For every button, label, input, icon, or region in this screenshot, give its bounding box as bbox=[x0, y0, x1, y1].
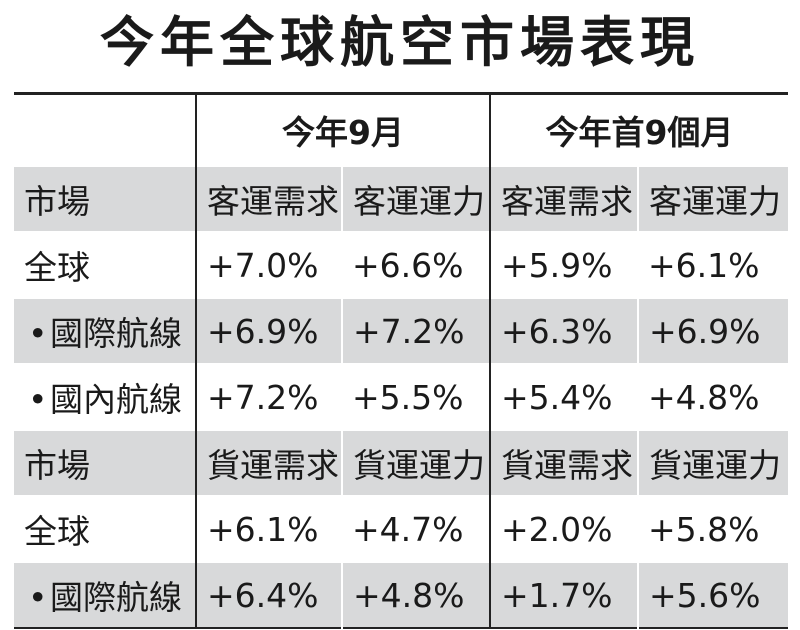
bullet-icon: • bbox=[28, 314, 48, 353]
table-cell: +1.7% bbox=[489, 562, 638, 628]
column-header: 客運運力 bbox=[637, 166, 788, 232]
table-row: 全球 +7.0% +6.6% +5.9% +6.1% bbox=[14, 232, 788, 298]
table-row: •國際航線 +6.9% +7.2% +6.3% +6.9% bbox=[14, 298, 788, 364]
table-cell: +5.6% bbox=[637, 562, 788, 628]
table-cell: +6.4% bbox=[195, 562, 342, 628]
column-header: 客運運力 bbox=[341, 166, 490, 232]
row-label: 國內航線 bbox=[50, 380, 182, 419]
column-header: 客運需求 bbox=[489, 166, 638, 232]
table-cell: +4.8% bbox=[648, 377, 760, 417]
row-label: 國際航線 bbox=[50, 578, 182, 617]
column-header: 客運需求 bbox=[195, 166, 342, 232]
column-header: 貨運運力 bbox=[637, 430, 788, 496]
table-cell: +6.6% bbox=[352, 245, 464, 285]
table-cell: +5.5% bbox=[352, 377, 464, 417]
cargo-header-row: 市場 貨運需求 貨運運力 貨運需求 貨運運力 bbox=[14, 430, 788, 496]
table-row: 全球 +6.1% +4.7% +2.0% +5.8% bbox=[14, 496, 788, 562]
table-cell: +6.1% bbox=[648, 245, 760, 285]
column-header: 貨運運力 bbox=[341, 430, 490, 496]
table-cell: +7.2% bbox=[341, 298, 490, 364]
bullet-icon: • bbox=[28, 578, 48, 617]
market-label: 全球 bbox=[14, 496, 196, 562]
market-label: •國際航線 bbox=[14, 298, 196, 364]
table-cell: +4.8% bbox=[341, 562, 490, 628]
market-header: 市場 bbox=[14, 166, 196, 232]
row-label: 全球 bbox=[24, 512, 90, 551]
market-header: 市場 bbox=[14, 430, 196, 496]
market-label: •國際航線 bbox=[14, 562, 196, 628]
market-performance-table: 今年9月 今年首9個月 市場 客運需求 客運運力 客運需求 客運運力 全球 +7… bbox=[14, 92, 788, 629]
table-cell: +6.9% bbox=[637, 298, 788, 364]
column-header: 貨運需求 bbox=[489, 430, 638, 496]
page-title: 今年全球航空市場表現 bbox=[100, 11, 700, 74]
market-label: •國內航線 bbox=[14, 364, 196, 430]
table-cell: +2.0% bbox=[489, 496, 638, 562]
passenger-header-row: 市場 客運需求 客運運力 客運需求 客運運力 bbox=[14, 166, 788, 232]
table-cell: +7.0% bbox=[195, 232, 342, 298]
column-header: 貨運需求 bbox=[195, 430, 342, 496]
row-label: 國際航線 bbox=[50, 314, 182, 353]
table-cell: +6.3% bbox=[489, 298, 638, 364]
table-cell: +6.9% bbox=[195, 298, 342, 364]
table-cell: +5.8% bbox=[648, 509, 760, 549]
period-september: 今年9月 bbox=[195, 93, 490, 166]
table-cell: +5.4% bbox=[489, 364, 638, 430]
table-row: •國際航線 +6.4% +4.8% +1.7% +5.6% bbox=[14, 562, 788, 628]
table-row: •國內航線 +7.2% +5.5% +5.4% +4.8% bbox=[14, 364, 788, 430]
table-cell: +5.9% bbox=[489, 232, 638, 298]
row-label: 全球 bbox=[24, 248, 90, 287]
table-cell: +4.7% bbox=[352, 509, 464, 549]
period-first-nine-months: 今年首9個月 bbox=[489, 93, 788, 166]
period-header-row: 今年9月 今年首9個月 bbox=[14, 93, 788, 166]
corner-cell bbox=[14, 93, 196, 166]
table-cell: +6.1% bbox=[195, 496, 342, 562]
market-label: 全球 bbox=[14, 232, 196, 298]
bullet-icon: • bbox=[28, 380, 48, 419]
table-cell: +7.2% bbox=[195, 364, 342, 430]
